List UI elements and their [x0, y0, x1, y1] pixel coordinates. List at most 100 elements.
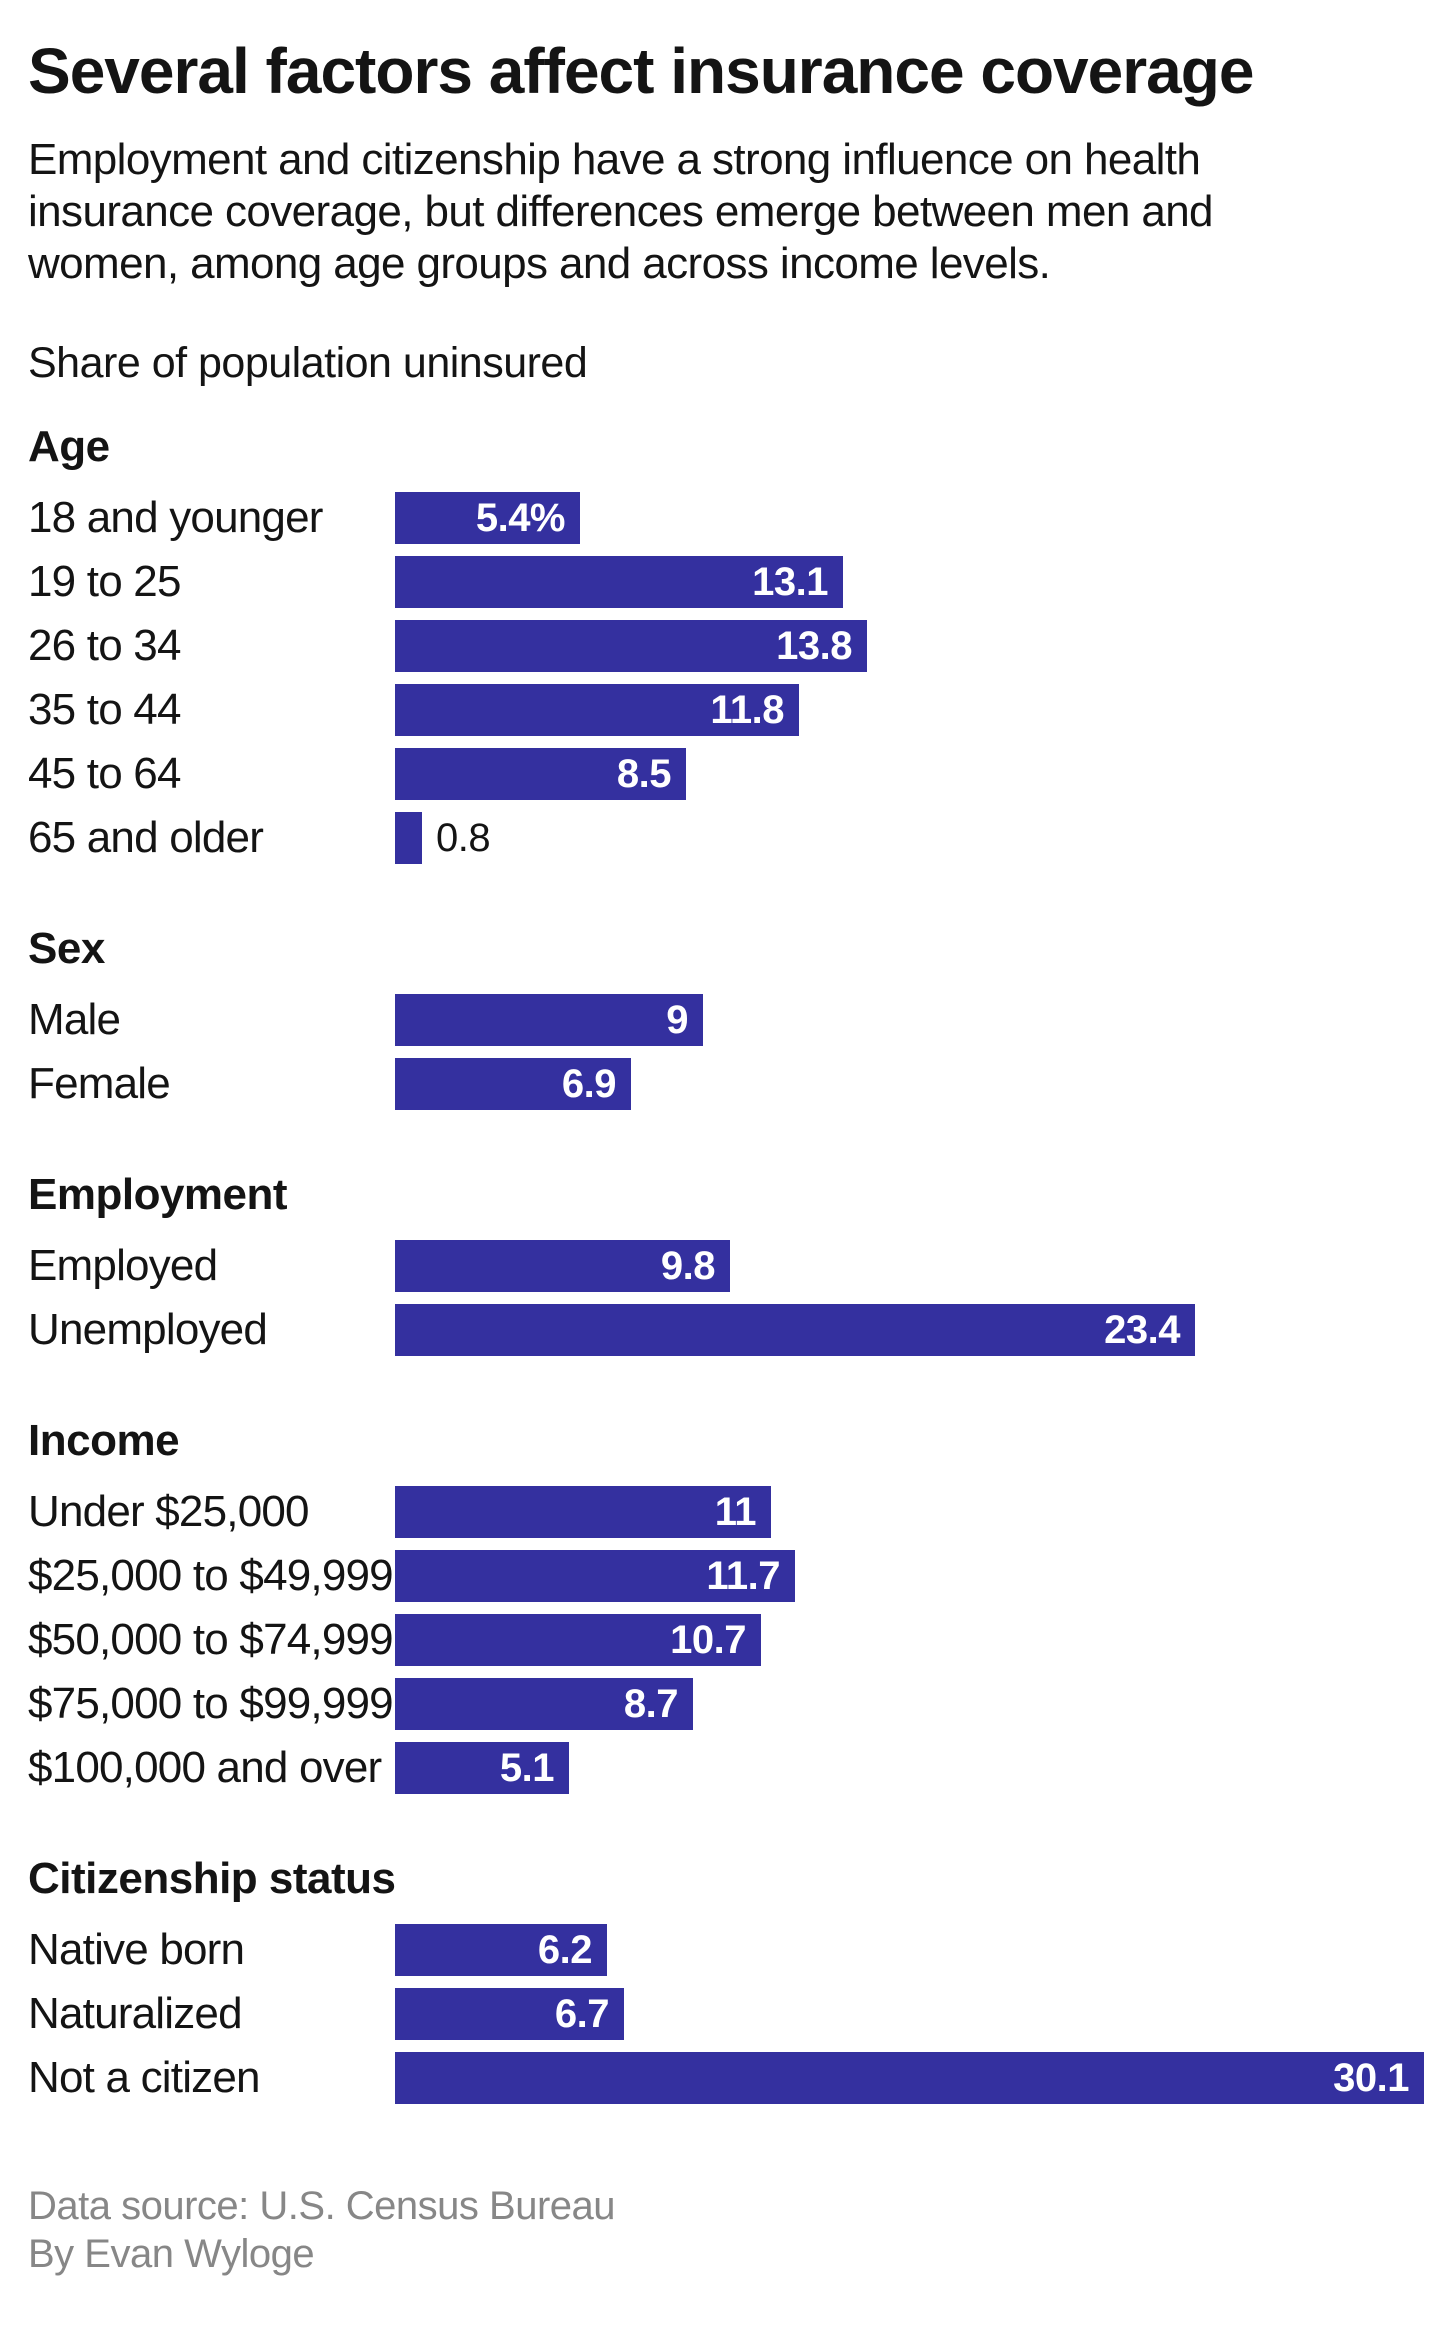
bar-track: 9 [395, 994, 1412, 1046]
row-19-to-25: 19 to 25 13.1 [28, 556, 1412, 608]
row-label: Native born [28, 1925, 245, 1974]
section-income: Income Under $25,000 11 $25,000 to $49,999 1… [28, 1416, 1412, 1794]
section-header-employment: Employment [28, 1170, 288, 1219]
row-naturalized: Naturalized 6.7 [28, 1988, 1412, 2040]
chart-card: Several factors affect insurance coverag… [28, 35, 1424, 2278]
bar-value-label: 8.5 [616, 752, 672, 796]
bar-track: 10.7 [395, 1614, 1412, 1666]
bar-value-label: 9 [666, 998, 688, 1042]
row-18-and-younger: 18 and younger 5.4% [28, 492, 1412, 544]
row-not-a-citizen: Not a citizen 30.1 [28, 2052, 1424, 2104]
row-label: Under $25,000 [28, 1487, 310, 1536]
bar-track: 5.4% [395, 492, 1412, 544]
bar-value-label: 5.1 [499, 1746, 555, 1790]
bar-track: 30.1 [395, 2052, 1424, 2104]
row-label: Employed [28, 1241, 218, 1290]
bar: 30.1 [395, 2052, 1424, 2104]
bar [395, 812, 422, 864]
bar-value-label: 8.7 [623, 1682, 679, 1726]
bar: 11 [395, 1486, 771, 1538]
row-label: 19 to 25 [28, 557, 181, 606]
section-header-income: Income [28, 1416, 180, 1465]
data-source: Data source: U.S. Census Bureau [28, 2184, 616, 2228]
section-header-age: Age [28, 422, 110, 471]
bar-value-label: 0.8 [436, 816, 491, 860]
row-50-000-to-74-999: $50,000 to $74,999 10.7 [28, 1614, 1412, 1666]
row-100-000-and-over: $100,000 and over 5.1 [28, 1742, 1412, 1794]
bar-track: 6.7 [395, 1988, 1412, 2040]
bar-value-label: 5.4% [475, 496, 566, 540]
row-label: $50,000 to $74,999 [28, 1615, 394, 1664]
bar-value-label: 11.8 [710, 688, 784, 732]
bar: 8.5 [395, 748, 686, 800]
row-label: Male [28, 995, 121, 1044]
row-male: Male 9 [28, 994, 1412, 1046]
bar: 13.1 [395, 556, 843, 608]
bar-value-label: 10.7 [670, 1618, 746, 1662]
byline: By Evan Wyloge [28, 2232, 315, 2276]
bar-value-label: 11.7 [706, 1554, 780, 1598]
bar-track: 6.2 [395, 1924, 1412, 1976]
bar: 11.8 [395, 684, 799, 736]
chart-title: Several factors affect insurance coverag… [28, 35, 1254, 107]
row-label: 35 to 44 [28, 685, 181, 734]
row-65-and-older: 65 and older 0.8 [28, 812, 1412, 864]
section-citizenship-status: Citizenship status Native born 6.2 Naturali… [28, 1854, 1424, 2104]
section-employment: Employment Employed 9.8 Unemployed 23.4 [28, 1170, 1412, 1356]
bar-track: 5.1 [395, 1742, 1412, 1794]
bar-value-label: 13.1 [752, 560, 828, 604]
row-label: 45 to 64 [28, 749, 181, 798]
bar: 5.4% [395, 492, 580, 544]
row-label: 18 and younger [28, 493, 323, 542]
bar-track: 23.4 [395, 1304, 1412, 1356]
bar-value-label: 23.4 [1104, 1308, 1180, 1352]
row-label: $25,000 to $49,999 [28, 1551, 394, 1600]
bar-value-label: 13.8 [776, 624, 852, 668]
bar-value-label: 9.8 [660, 1244, 716, 1288]
row-label: Female [28, 1059, 171, 1108]
bar: 10.7 [395, 1614, 761, 1666]
row-label: Unemployed [28, 1305, 268, 1354]
row-label: 26 to 34 [28, 621, 181, 670]
row-under-25-000: Under $25,000 11 [28, 1486, 1412, 1538]
value-axis-caption: Share of population uninsured [28, 339, 588, 387]
chart-footer: Data source: U.S. Census Bureau By Evan … [28, 2182, 1412, 2278]
bar-value-label: 11 [714, 1490, 757, 1534]
row-75-000-to-99-999: $75,000 to $99,999 8.7 [28, 1678, 1412, 1730]
bar: 6.7 [395, 1988, 624, 2040]
bar-track: 0.8 [395, 812, 1412, 864]
chart-subtitle: Employment and citizenship have a strong… [28, 135, 1214, 288]
section-header-citizenship-status: Citizenship status [28, 1854, 396, 1903]
bar-value-label: 6.9 [561, 1062, 617, 1106]
bar-value-label: 30.1 [1333, 2056, 1409, 2100]
bar: 8.7 [395, 1678, 693, 1730]
row-label: Naturalized [28, 1989, 243, 2038]
bar: 6.2 [395, 1924, 607, 1976]
section-header-sex: Sex [28, 924, 105, 973]
bar-track: 8.7 [395, 1678, 1412, 1730]
row-45-to-64: 45 to 64 8.5 [28, 748, 1412, 800]
row-25-000-to-49-999: $25,000 to $49,999 11.7 [28, 1550, 1412, 1602]
bar-track: 11.8 [395, 684, 1412, 736]
row-label: 65 and older [28, 813, 264, 862]
bar: 5.1 [395, 1742, 569, 1794]
row-26-to-34: 26 to 34 13.8 [28, 620, 1412, 672]
section-age: Age 18 and younger 5.4% 19 to 25 13.1 26 to 3… [28, 422, 1412, 864]
bar-track: 8.5 [395, 748, 1412, 800]
bar-track: 6.9 [395, 1058, 1412, 1110]
bar: 23.4 [395, 1304, 1195, 1356]
bar-track: 13.8 [395, 620, 1412, 672]
row-female: Female 6.9 [28, 1058, 1412, 1110]
bar-track: 11 [395, 1486, 1412, 1538]
bar-value-label: 6.2 [537, 1928, 593, 1972]
bar-track: 11.7 [395, 1550, 1412, 1602]
row-label: $75,000 to $99,999 [28, 1679, 394, 1728]
chart-body: Age 18 and younger 5.4% 19 to 25 13.1 26 to 3… [28, 422, 1424, 2104]
bar-value-label: 6.7 [554, 1992, 610, 2036]
bar: 9.8 [395, 1240, 730, 1292]
bar: 6.9 [395, 1058, 631, 1110]
bar: 13.8 [395, 620, 867, 672]
section-sex: Sex Male 9 Female 6.9 [28, 924, 1412, 1110]
row-label: Not a citizen [28, 2053, 261, 2102]
bar: 11.7 [395, 1550, 795, 1602]
